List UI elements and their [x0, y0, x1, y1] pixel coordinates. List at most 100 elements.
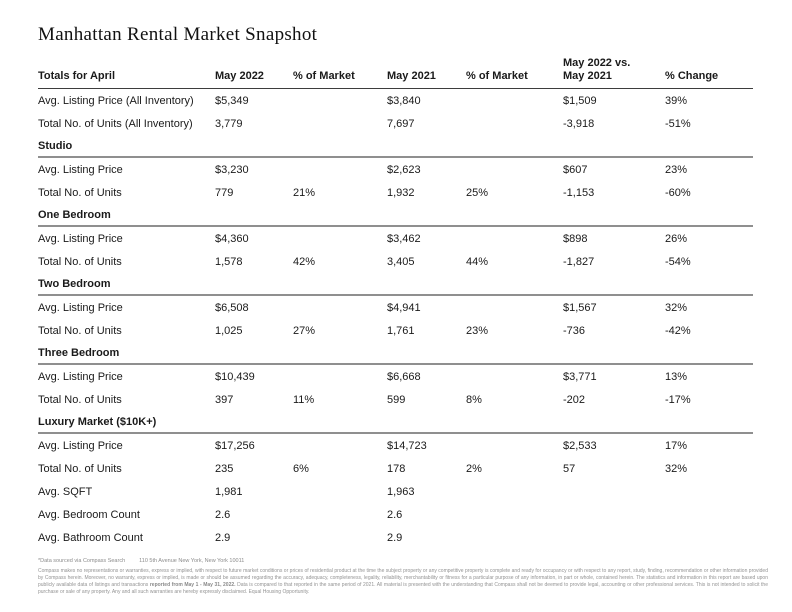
cell-value: 1,761	[387, 324, 415, 337]
table-row: Total No. of Units 779 21% 1,932 25% -1,153 -6…	[38, 181, 753, 204]
cell-value: 8%	[466, 393, 482, 406]
cell-value: 27%	[293, 324, 316, 337]
table-row: Avg. Bathroom Count 2.9 2.9	[38, 526, 753, 549]
cell-value: 13%	[665, 370, 688, 383]
cell-value: 1,025	[215, 324, 243, 337]
cell-value: 235	[215, 462, 234, 475]
row-label: Avg. SQFT	[38, 485, 93, 498]
section-title-label: Three Bedroom	[38, 346, 120, 359]
table-row: Avg. Listing Price $3,230 $2,623 $607 23%	[38, 158, 753, 181]
cell-value: $5,349	[215, 94, 249, 107]
disclaimer-part1: Compass makes no representations or warr…	[38, 568, 768, 588]
cell-value: -202	[563, 393, 586, 406]
cell-value: 21%	[293, 186, 316, 199]
cell-value: $14,723	[387, 439, 427, 452]
rental-snapshot-table: Totals for April May 2022 % of Market May 2…	[38, 57, 753, 549]
cell-value: $10,439	[215, 370, 255, 383]
row-label: Avg. Listing Price (All Inventory)	[38, 94, 194, 107]
row-label: Avg. Listing Price	[38, 370, 123, 383]
row-label: Avg. Listing Price	[38, 232, 123, 245]
cell-value: $6,508	[215, 301, 249, 314]
section-title: One Bedroom	[38, 204, 753, 227]
cell-value: $3,462	[387, 232, 421, 245]
section-title-label: One Bedroom	[38, 208, 111, 221]
cell-value: 1,932	[387, 186, 415, 199]
cell-value: $1,567	[563, 301, 597, 314]
cell-value: 6%	[293, 462, 309, 475]
cell-value: -51%	[665, 117, 691, 130]
column-header: % Change	[665, 70, 719, 82]
disclaimer-part2: Data is compared to that reported in the…	[38, 581, 768, 595]
table-row: Avg. Listing Price $17,256 $14,723 $2,533 17…	[38, 434, 753, 457]
table-row: Avg. Listing Price $6,508 $4,941 $1,567 32%	[38, 296, 753, 319]
column-header: % of Market	[293, 70, 355, 82]
cell-value: $6,668	[387, 370, 421, 383]
cell-value: -1,827	[563, 255, 595, 268]
cell-value: $607	[563, 163, 588, 176]
table-row: Total No. of Units 397 11% 599 8% -202 -17%	[38, 388, 753, 411]
cell-value: 42%	[293, 255, 316, 268]
cell-value: $2,623	[387, 163, 421, 176]
cell-value: 2.9	[387, 531, 403, 544]
section-title: Two Bedroom	[38, 273, 753, 296]
row-label: Total No. of Units	[38, 324, 122, 337]
cell-value: $1,509	[563, 94, 597, 107]
column-header: Totals for April	[38, 70, 115, 82]
table-row: Avg. Listing Price $4,360 $3,462 $898 26%	[38, 227, 753, 250]
section-title-label: Studio	[38, 139, 73, 152]
cell-value: 178	[387, 462, 406, 475]
cell-value: $3,840	[387, 94, 421, 107]
row-label: Avg. Listing Price	[38, 301, 123, 314]
row-label: Total No. of Units	[38, 186, 122, 199]
table-row: Avg. Bedroom Count 2.6 2.6	[38, 503, 753, 526]
cell-value: 2.9	[215, 531, 231, 544]
row-label: Avg. Bedroom Count	[38, 508, 140, 521]
cell-value: 32%	[665, 301, 688, 314]
cell-value: 1,981	[215, 485, 243, 498]
column-header: May 2022 vs. May 2021	[563, 57, 631, 82]
cell-value: -42%	[665, 324, 691, 337]
cell-value: 44%	[466, 255, 489, 268]
table-row: Total No. of Units (All Inventory) 3,779 7…	[38, 112, 753, 135]
cell-value: 2.6	[215, 508, 231, 521]
column-header: % of Market	[466, 70, 528, 82]
cell-value: 23%	[466, 324, 489, 337]
cell-value: -17%	[665, 393, 691, 406]
cell-value: $3,230	[215, 163, 249, 176]
cell-value: $2,533	[563, 439, 597, 452]
cell-value: 2.6	[387, 508, 403, 521]
row-label: Total No. of Units	[38, 255, 122, 268]
cell-value: 23%	[665, 163, 688, 176]
cell-value: 3,405	[387, 255, 415, 268]
cell-value: -736	[563, 324, 586, 337]
row-label: Avg. Listing Price	[38, 439, 123, 452]
table-row: Avg. Listing Price (All Inventory) $5,349…	[38, 89, 753, 112]
cell-value: 57	[563, 462, 576, 475]
cell-value: 3,779	[215, 117, 243, 130]
column-header: May 2021	[387, 70, 436, 82]
cell-value: 17%	[665, 439, 688, 452]
row-label: Avg. Listing Price	[38, 163, 123, 176]
report-footer: *Data sourced via Compass Search 110 5th …	[38, 558, 768, 596]
cell-value: $3,771	[563, 370, 597, 383]
cell-value: $4,941	[387, 301, 421, 314]
table-body: Avg. Listing Price (All Inventory) $5,349…	[38, 89, 753, 549]
row-label: Avg. Bathroom Count	[38, 531, 143, 544]
cell-value: 397	[215, 393, 234, 406]
column-header: May 2022	[215, 70, 264, 82]
cell-value: 779	[215, 186, 234, 199]
table-row: Total No. of Units 1,025 27% 1,761 23% -736 -4…	[38, 319, 753, 342]
section-title-label: Luxury Market ($10K+)	[38, 415, 157, 428]
table-row: Total No. of Units 1,578 42% 3,405 44% -1,827…	[38, 250, 753, 273]
source-note: *Data sourced via Compass Search	[38, 558, 126, 564]
cell-value: $898	[563, 232, 588, 245]
section-title: Luxury Market ($10K+)	[38, 411, 753, 434]
cell-value: 1,578	[215, 255, 243, 268]
disclaimer-text: Compass makes no representations or warr…	[38, 568, 768, 596]
page-title: Manhattan Rental Market Snapshot	[38, 24, 318, 45]
cell-value: 39%	[665, 94, 688, 107]
disclaimer-bold-dates: reported from May 1 - May 31, 2022.	[149, 581, 236, 588]
cell-value: 1,963	[387, 485, 415, 498]
section-title-label: Two Bedroom	[38, 277, 111, 290]
